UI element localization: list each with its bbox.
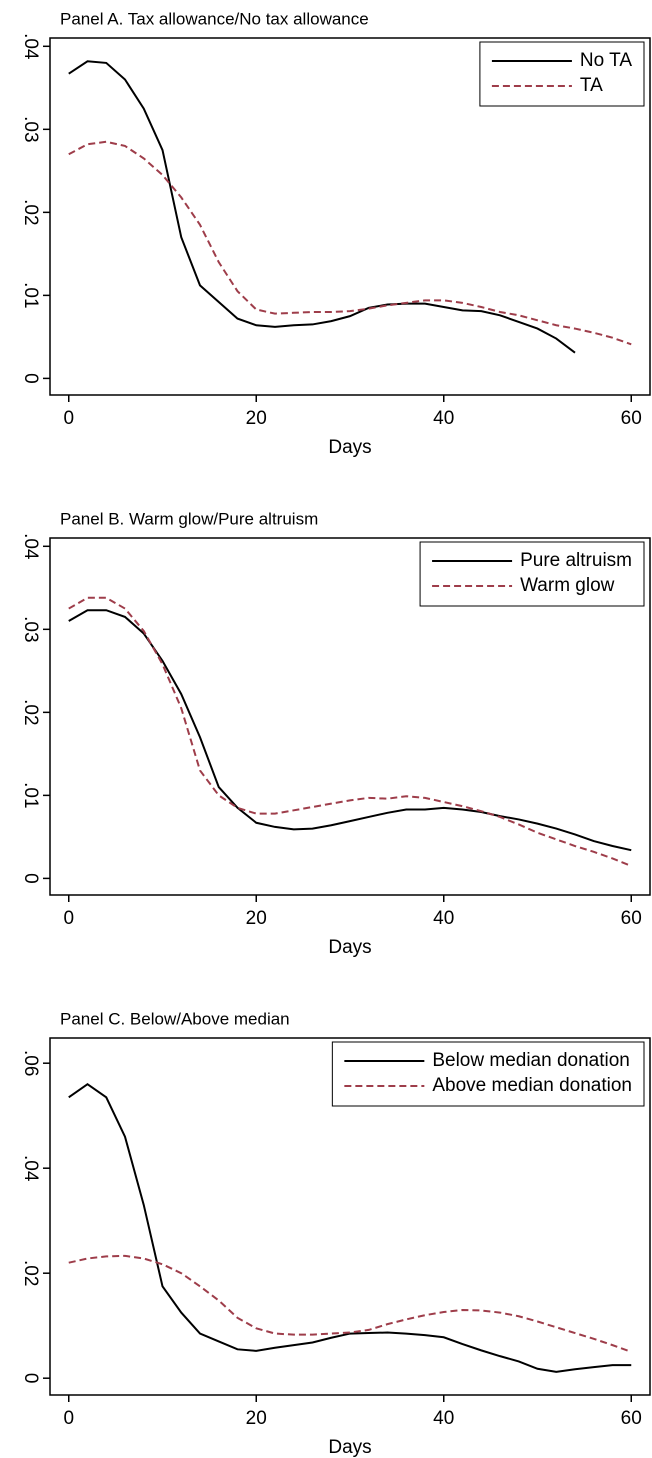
- x-tick-label: 60: [621, 908, 642, 929]
- plot-frame: [49, 1037, 651, 1396]
- y-tick-label: .02: [20, 699, 41, 725]
- series-line: [68, 140, 632, 346]
- legend-label: Pure altruism: [520, 550, 632, 571]
- x-tick-label: 0: [63, 1408, 74, 1429]
- y-tick-label: .02: [20, 1260, 41, 1286]
- x-tick-label: 40: [433, 408, 454, 429]
- x-axis-label: Days: [328, 437, 371, 458]
- y-tick-label: .04: [20, 533, 41, 560]
- legend: No TA TA: [479, 41, 645, 107]
- series-line: [68, 1082, 632, 1373]
- x-tick-label: 20: [246, 1408, 267, 1429]
- panel: Panel C. Below/Above median 0 .02 .04 .06 0 20…: [20, 1009, 651, 1458]
- x-tick-label: 20: [246, 908, 267, 929]
- x-tick-label: 60: [621, 1408, 642, 1429]
- legend: Pure altruism Warm glow: [419, 541, 645, 607]
- series-line: [68, 609, 632, 852]
- x-tick-label: 60: [621, 408, 642, 429]
- legend-label: Above median donation: [432, 1075, 632, 1096]
- legend-label: Below median donation: [432, 1050, 630, 1071]
- y-tick-label: 0: [20, 873, 41, 884]
- chart-title: Panel C. Below/Above median: [60, 1009, 290, 1028]
- series-line: [68, 1254, 632, 1353]
- legend: Below median donation Above median donati…: [331, 1041, 645, 1107]
- legend-label: TA: [580, 75, 603, 96]
- y-tick-label: .04: [20, 33, 41, 60]
- x-tick-label: 20: [246, 408, 267, 429]
- series-line: [68, 60, 576, 354]
- x-tick-label: 40: [433, 1408, 454, 1429]
- plot-frame: [49, 37, 651, 396]
- legend-box: [419, 541, 645, 607]
- x-axis-label: Days: [328, 1437, 371, 1458]
- y-tick-label: .04: [20, 1155, 41, 1182]
- y-tick-label: .02: [20, 199, 41, 225]
- y-tick-label: .01: [20, 282, 41, 308]
- chart-title: Panel A. Tax allowance/No tax allowance: [60, 9, 369, 28]
- plot-frame: [49, 537, 651, 896]
- panel: Panel A. Tax allowance/No tax allowance 0…: [20, 9, 651, 458]
- x-tick-label: 0: [63, 408, 74, 429]
- legend-box: [331, 1041, 645, 1107]
- panel: Panel B. Warm glow/Pure altruism 0 .01 .02.…: [20, 509, 651, 958]
- chart-title: Panel B. Warm glow/Pure altruism: [60, 509, 318, 528]
- legend-label: Warm glow: [520, 575, 615, 596]
- x-tick-label: 40: [433, 908, 454, 929]
- y-tick-label: .01: [20, 782, 41, 808]
- series-line: [68, 596, 632, 867]
- legend-label: No TA: [580, 50, 632, 71]
- legend-box: [479, 41, 645, 107]
- x-axis-label: Days: [328, 937, 371, 958]
- y-tick-label: .03: [20, 616, 41, 642]
- x-tick-label: 0: [63, 908, 74, 929]
- y-tick-label: 0: [20, 1373, 41, 1384]
- y-tick-label: .06: [20, 1050, 41, 1076]
- y-tick-label: .03: [20, 116, 41, 142]
- y-tick-label: 0: [20, 373, 41, 384]
